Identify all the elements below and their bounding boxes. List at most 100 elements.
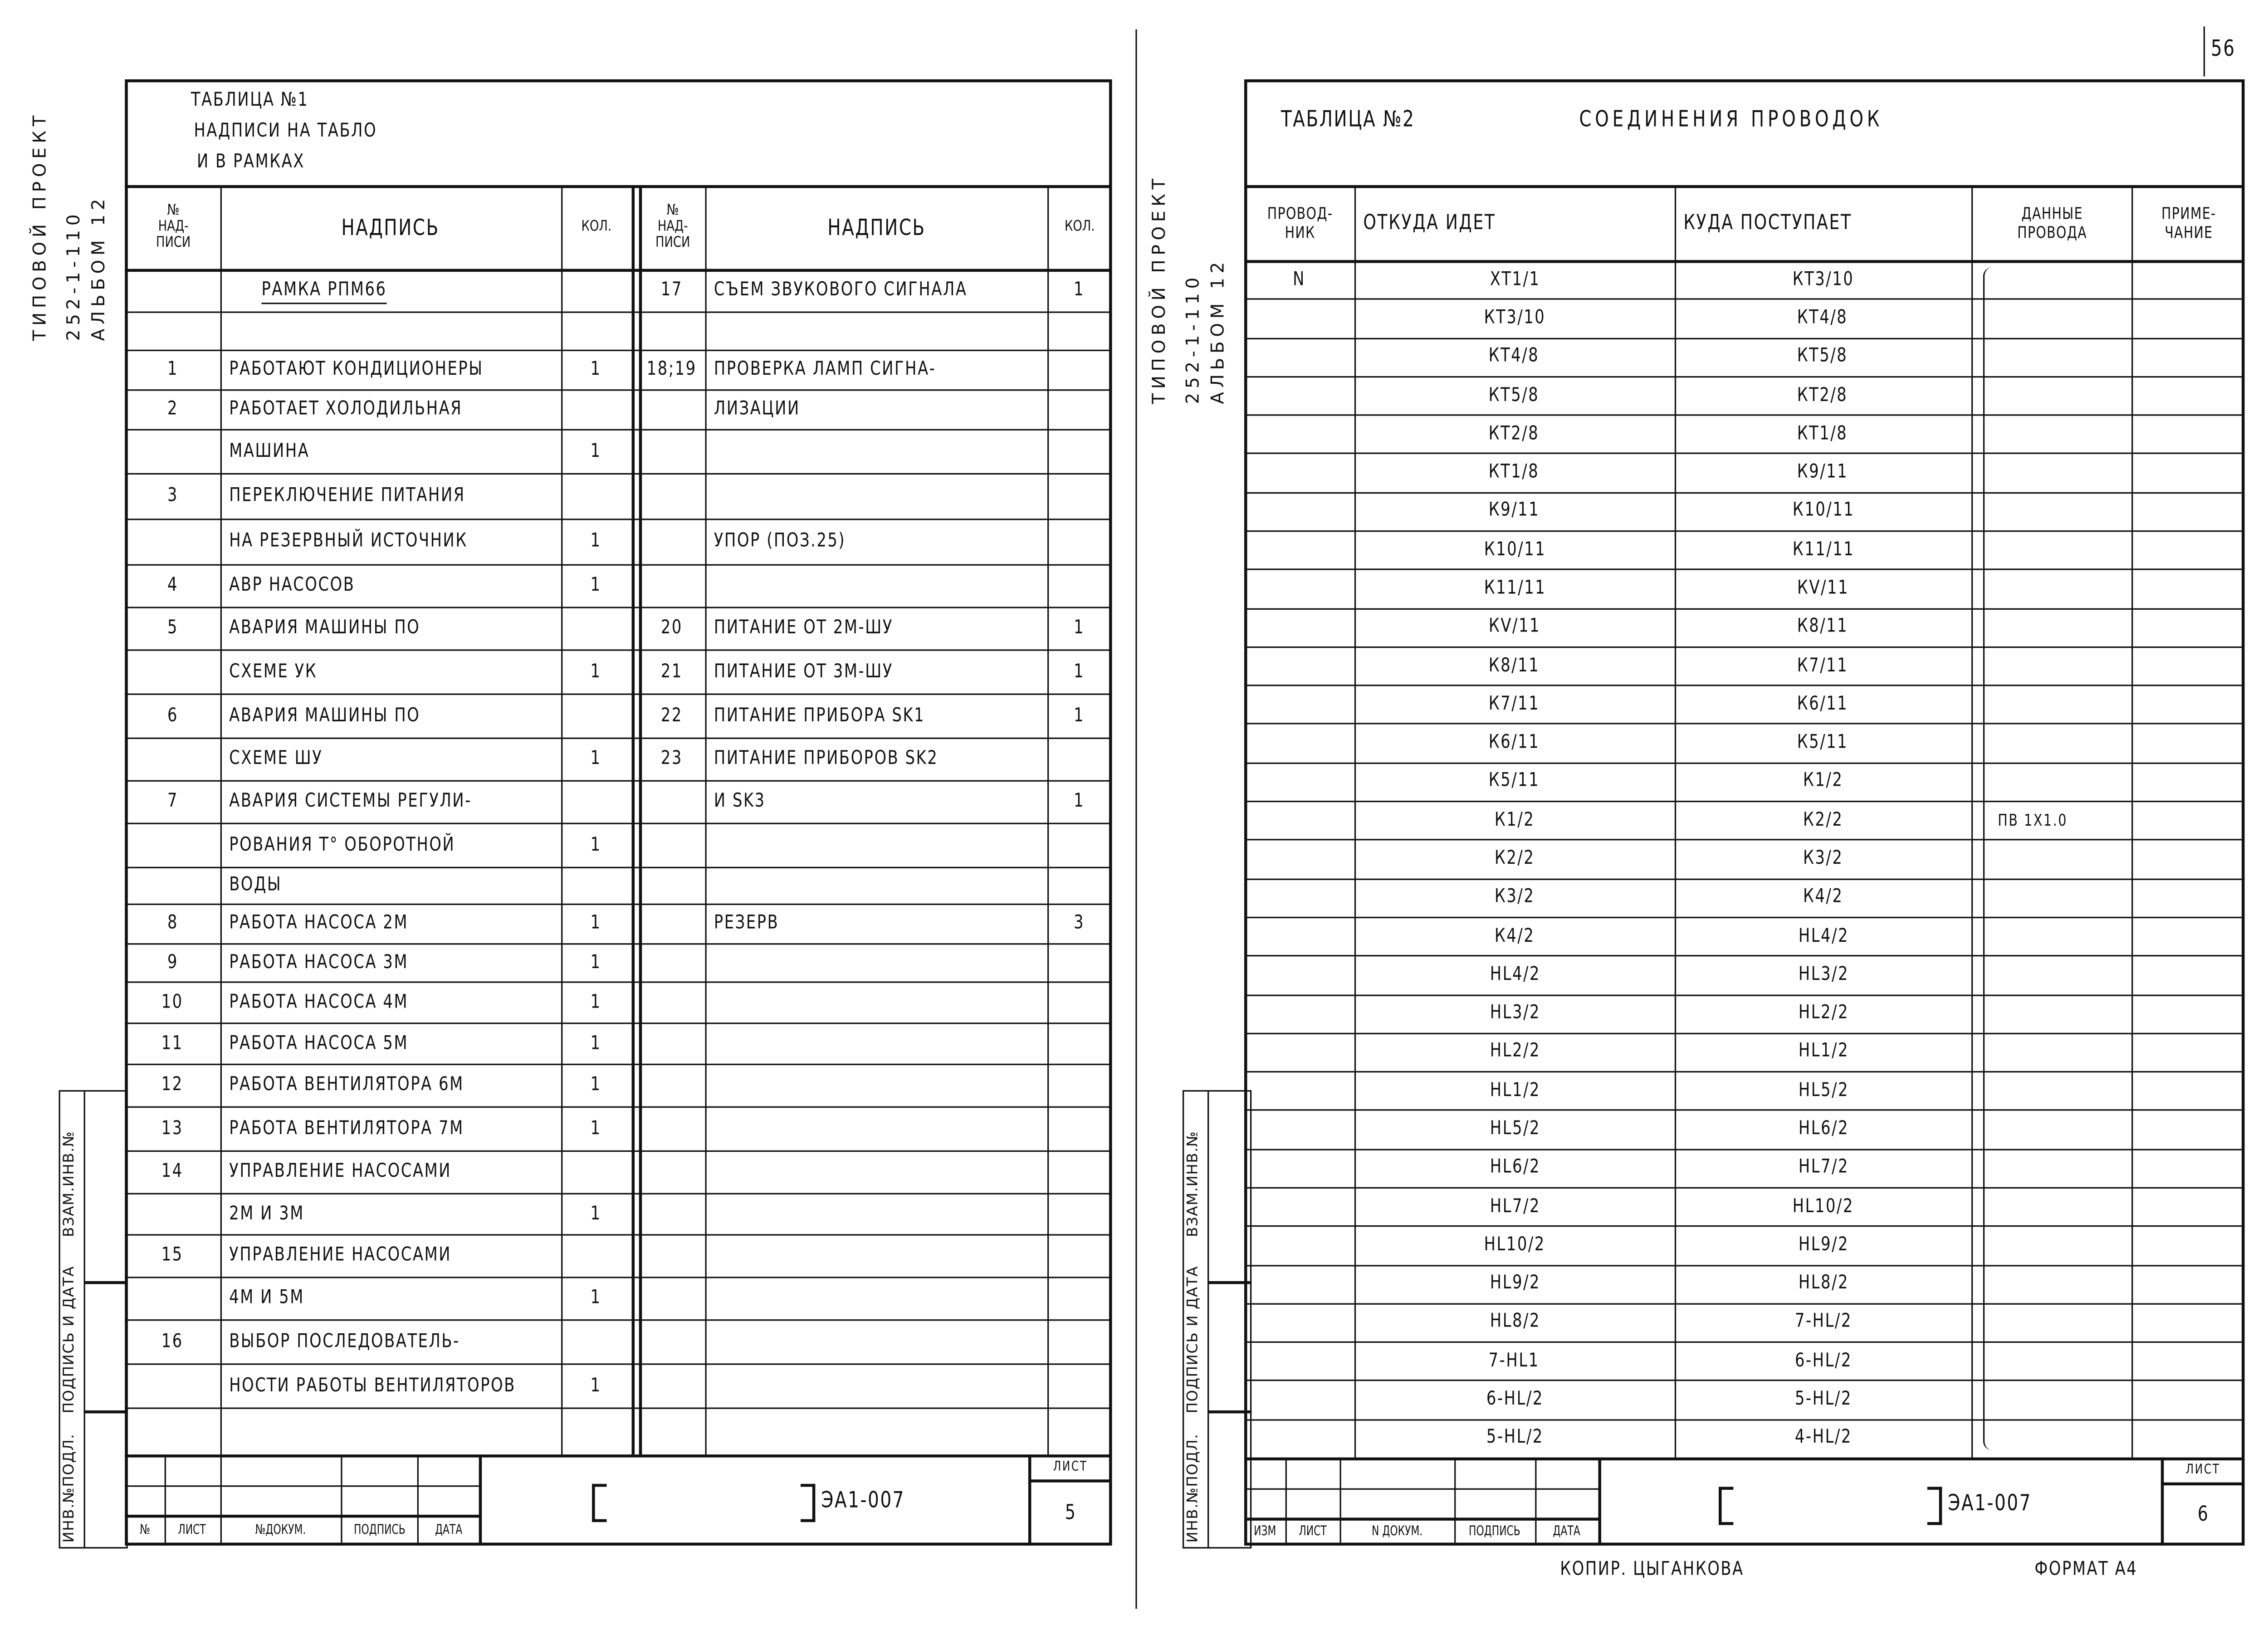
row-text-cell: Авария машины по: [220, 694, 561, 738]
row-text-2-cell: [705, 1106, 1047, 1150]
row-text-2-cell: [705, 1064, 1047, 1106]
row-qty-2-cell: [1047, 350, 1112, 389]
from-terminal: К1/2: [1494, 809, 1535, 832]
header-num-cell: № над-писи: [125, 185, 220, 269]
row-qty-cell: [561, 780, 631, 823]
row-qty: 1: [591, 1287, 602, 1309]
row-text-2-cell: [705, 473, 1047, 519]
row-number-cell: [125, 1363, 220, 1407]
from-terminal: HL7/2: [1489, 1195, 1540, 1218]
row-number-2: 21: [661, 660, 683, 683]
row-number: 11: [161, 1032, 184, 1054]
row-number-cell: 6: [125, 694, 220, 738]
row-text-2: Питание от 2М-ШУ: [714, 617, 894, 639]
from-terminal: HL1/2: [1489, 1079, 1540, 1102]
from-terminal-cell: HL9/2: [1354, 1264, 1675, 1303]
row-qty-cell: 1: [561, 1277, 631, 1319]
grid-line: [1244, 530, 2245, 532]
grid-line: [125, 389, 1112, 391]
grid-line: [1339, 1457, 1341, 1546]
to-terminal-cell: КТ4/8: [1675, 299, 1971, 337]
row-number-cell: 11: [125, 1023, 220, 1064]
copier-note: Копир. Цыганкова: [1560, 1559, 1744, 1581]
row-text-2-cell: [705, 312, 1047, 350]
row-number-2-cell: [639, 473, 705, 519]
row-qty: 1: [591, 833, 602, 856]
row-qty-2: 1: [1074, 279, 1085, 301]
bracket-right: [800, 1483, 816, 1522]
grid-line: [125, 1363, 1112, 1365]
grid-line: [125, 519, 1112, 520]
sheet-divider: [1135, 29, 1137, 1609]
row-number-cell: 3: [125, 473, 220, 519]
row-number: 15: [161, 1244, 184, 1267]
header-wire-cell: Провод-ник: [1244, 185, 1354, 260]
from-terminal-cell: К3/2: [1354, 878, 1675, 916]
row-qty-cell: 1: [561, 1023, 631, 1064]
from-terminal-cell: К8/11: [1354, 646, 1675, 685]
row-text-cell: Работают кондиционеры: [220, 350, 561, 389]
from-terminal-cell: 7-HL1: [1354, 1341, 1675, 1380]
row-text-cell: машина: [220, 429, 561, 473]
row-number-2-cell: [639, 1234, 705, 1277]
header-to: Куда поступает: [1683, 210, 1852, 235]
to-terminal-cell: HL3/2: [1675, 955, 1971, 994]
row-number-2: 20: [661, 617, 683, 639]
grid-line: [639, 185, 642, 1455]
from-terminal-cell: КТ1/8: [1354, 453, 1675, 492]
row-text-2-cell: [705, 867, 1047, 904]
row-number-cell: [125, 519, 220, 564]
to-terminal-cell: К5/11: [1675, 724, 1971, 762]
from-terminal: 5-HL/2: [1486, 1427, 1543, 1449]
from-terminal-cell: 5-HL/2: [1354, 1419, 1675, 1457]
row-text-2-cell: Питание прибора SK1: [705, 694, 1047, 738]
row-qty-cell: [561, 607, 631, 650]
grid-line: [125, 780, 1112, 782]
to-terminal-cell: К1/2: [1675, 762, 1971, 801]
row-qty-cell: 1: [561, 649, 631, 693]
from-terminal: К9/11: [1489, 500, 1540, 522]
from-terminal: КТ2/8: [1489, 423, 1540, 445]
header-num: № над-писи: [155, 202, 190, 251]
grid-line: [1244, 762, 2245, 764]
wire-data: ПВ 1х1.0: [1998, 810, 2068, 830]
grid-line: [125, 607, 1112, 608]
row-qty-2-cell: [1047, 429, 1112, 473]
to-terminal: К8/11: [1797, 616, 1849, 638]
from-terminal-cell: ХТ1/1: [1354, 260, 1675, 299]
row-number-2-cell: [639, 519, 705, 564]
side-stamp-line1: Типовой проект: [29, 111, 50, 341]
to-terminal-cell: КТ1/8: [1675, 415, 1971, 453]
row-number-cell: 14: [125, 1150, 220, 1193]
side-stamp-line2: 252-1-110: [1182, 273, 1203, 404]
grid-line: [1207, 1090, 1209, 1549]
from-terminal-cell: HL3/2: [1354, 994, 1675, 1033]
row-number-2-cell: [639, 1150, 705, 1193]
to-terminal: HL2/2: [1798, 1002, 1848, 1024]
from-terminal-cell: HL8/2: [1354, 1303, 1675, 1341]
row-number: 12: [161, 1074, 184, 1096]
row-text-cell: Работа насоса 4М: [220, 981, 561, 1023]
page-number: 56: [2210, 35, 2236, 62]
row-number-cell: 10: [125, 981, 220, 1023]
row-text-2-cell: [705, 981, 1047, 1023]
from-terminal: HL5/2: [1489, 1118, 1540, 1141]
row-qty-2-cell: 1: [1047, 607, 1112, 650]
row-number-2: 22: [661, 704, 683, 727]
from-terminal: К10/11: [1483, 538, 1546, 561]
from-terminal-cell: К10/11: [1354, 530, 1675, 569]
grid-line: [1244, 260, 2245, 263]
grid-line: [1971, 185, 1973, 1458]
from-terminal-cell: HL1/2: [1354, 1071, 1675, 1110]
header-from: Откуда идет: [1363, 210, 1496, 235]
grid-line: [1244, 1264, 2245, 1266]
grid-line: [1244, 1225, 2245, 1227]
row-number-cell: 12: [125, 1064, 220, 1106]
grid-line: [1244, 1380, 2245, 1382]
row-text-cell: Управление насосами: [220, 1150, 561, 1193]
from-terminal: 6-HL/2: [1486, 1388, 1543, 1411]
header-text-cell: Надпись: [705, 185, 1047, 269]
row-number-cell: 13: [125, 1106, 220, 1150]
to-terminal: К10/11: [1792, 500, 1854, 522]
grid-line: [705, 185, 707, 1455]
